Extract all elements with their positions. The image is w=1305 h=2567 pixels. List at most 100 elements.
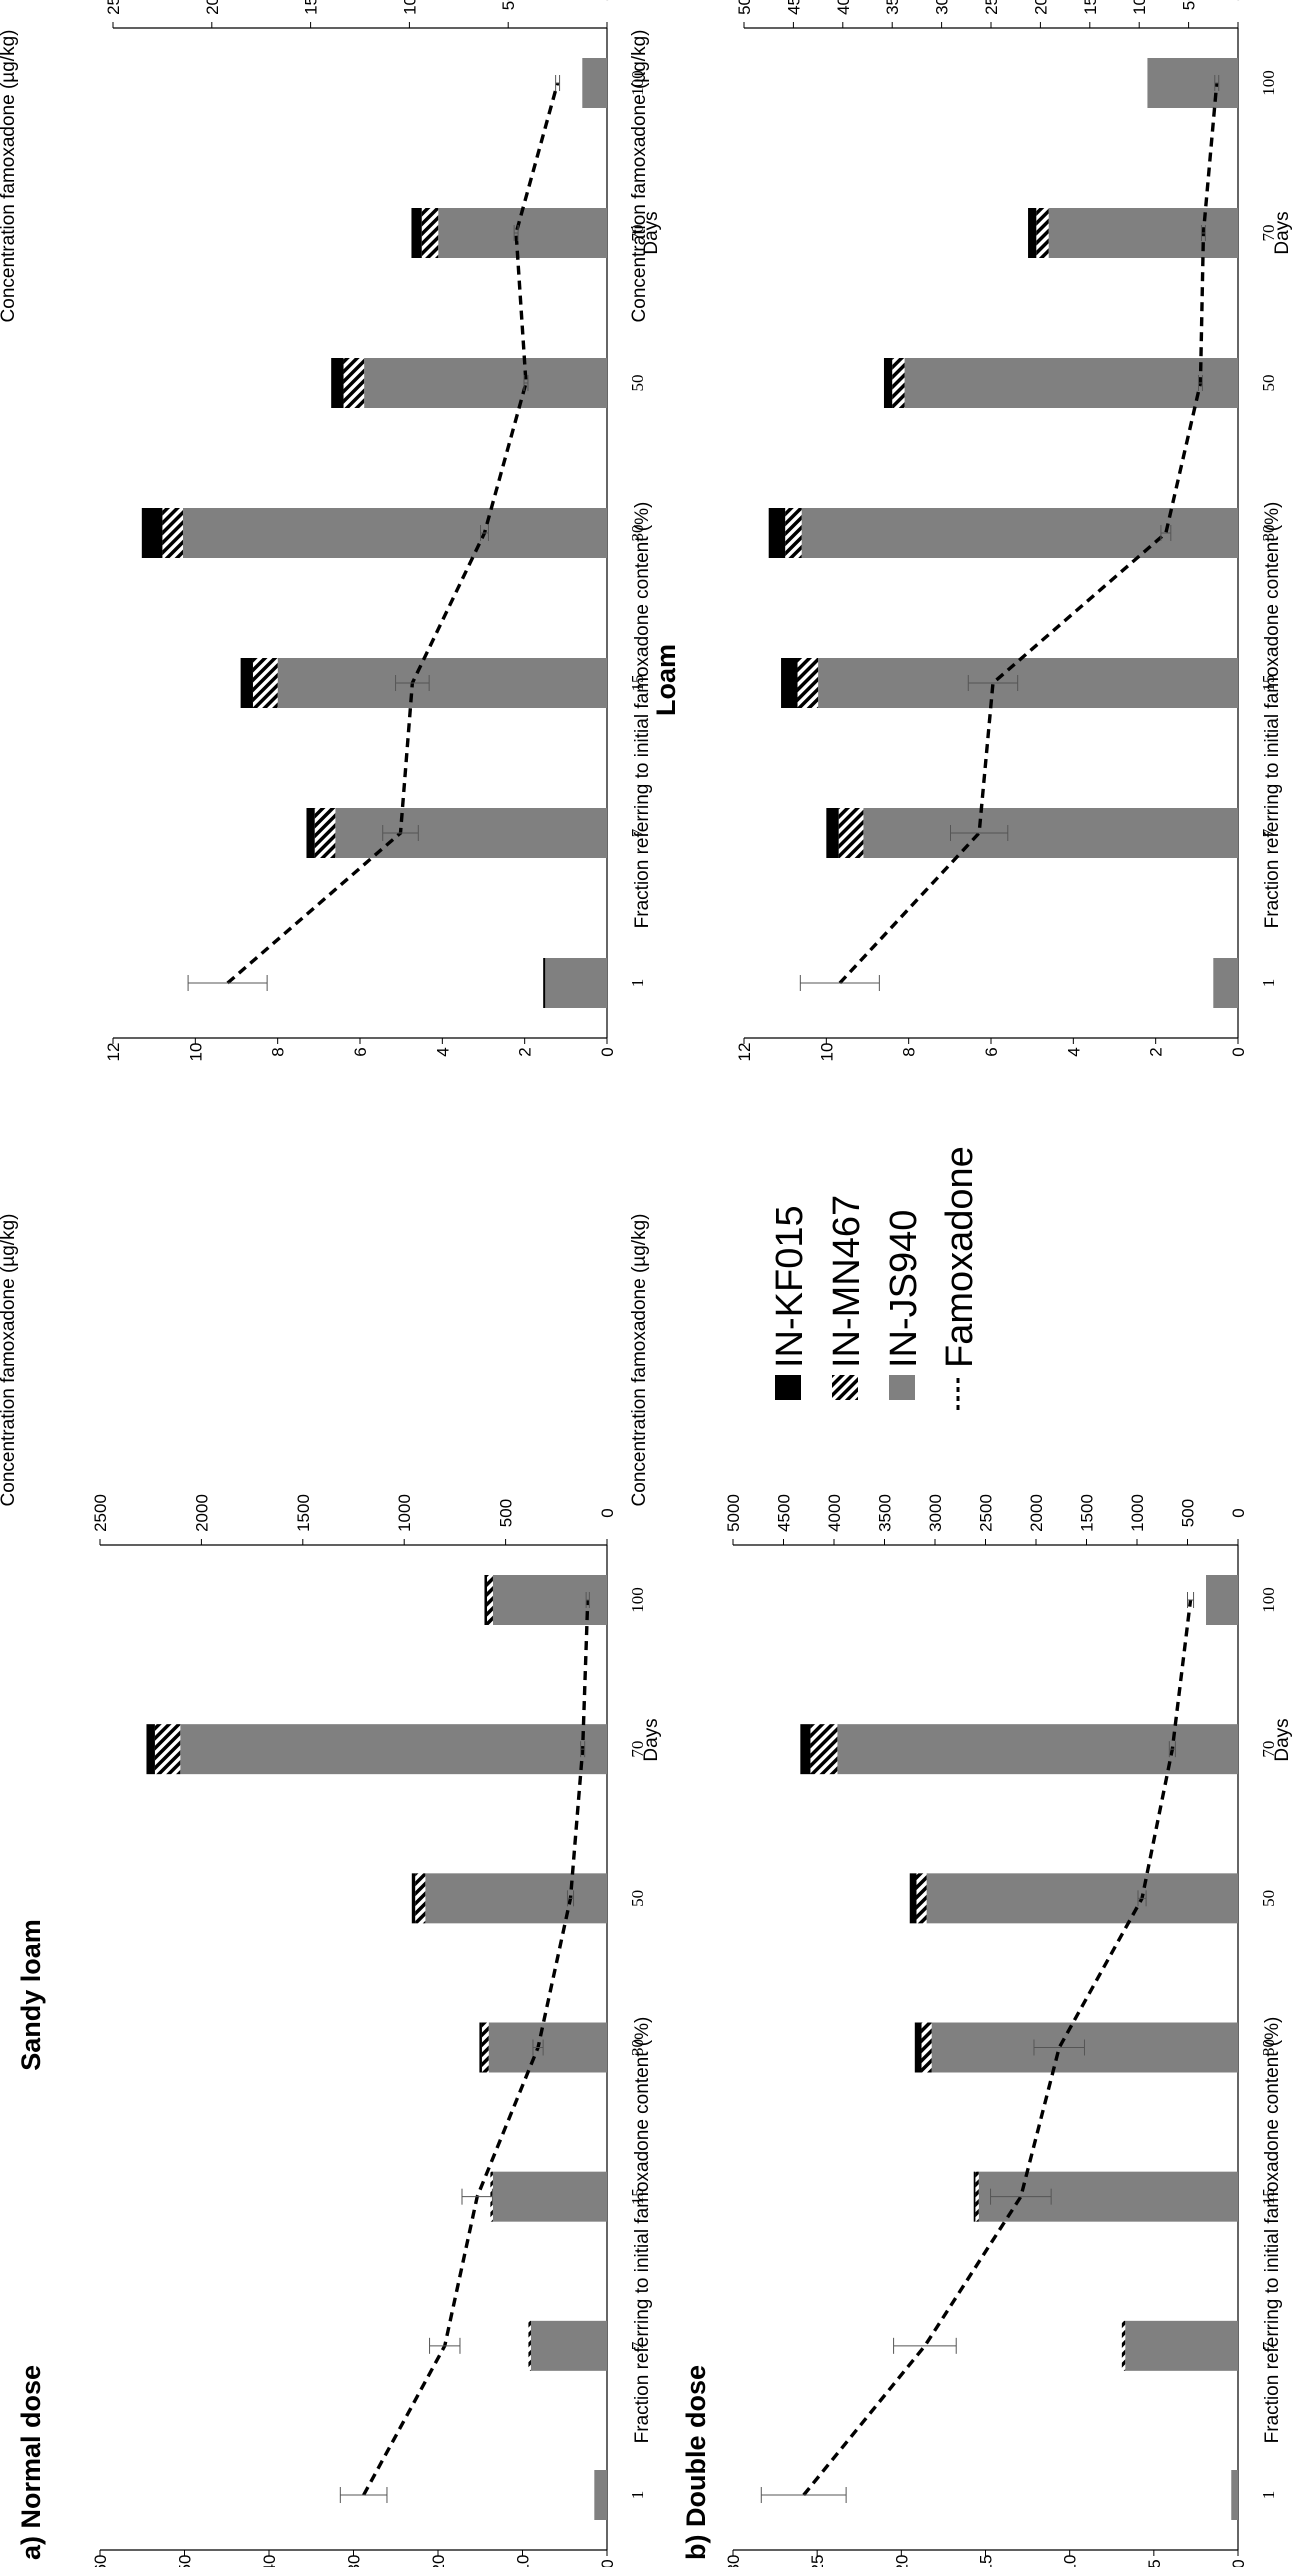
bar-in-js940 [1048, 208, 1238, 258]
left-tick-label: 12 [104, 1043, 123, 1062]
category-label: 70 [628, 225, 647, 242]
category-label: 15 [1259, 675, 1278, 692]
right-tick-label: 4500 [775, 1494, 794, 1532]
bar-in-mn467 [785, 508, 802, 558]
bar-in-js940 [818, 658, 1238, 708]
bar-in-js940 [926, 1873, 1238, 1924]
bar-in-kf015 [141, 508, 163, 558]
bar-in-mn467 [252, 658, 278, 708]
bar-in-mn467 [921, 2022, 932, 2073]
category-label: 70 [628, 1741, 647, 1758]
left-tick-label: 10 [186, 1043, 205, 1062]
left-tick-label: 4 [1064, 1047, 1083, 1056]
legend: IN-KF015 IN-MN467 IN-JS940 Famoxadone [769, 1146, 981, 1410]
category-label: 50 [1259, 1890, 1278, 1907]
left-tick-label: 50 [176, 2555, 195, 2567]
right-tick-label: 0 [1229, 1508, 1248, 1517]
bar-in-mn467 [892, 358, 905, 408]
bar-in-kf015 [781, 658, 798, 708]
bar-in-js940 [904, 358, 1238, 408]
left-tick-label: 0 [1229, 1047, 1248, 1056]
chart-loam-normal: 0 2 4 6 8 10 12 0 500 1000 1500 2000 2500 1 7 15 30 50 70 1… [0, 0, 662, 1061]
chart-sandy-double: 0 5 10 15 20 25 30 0 500 1000 1500 2000 2500 3000 3500… [629, 1214, 1293, 2567]
x-axis-title: Days [641, 211, 662, 254]
right-tick-label: 4000 [834, 0, 853, 15]
left-axis-title: Fraction referring to initial famoxadone… [1262, 502, 1283, 929]
chart-loam-double: 0 2 4 6 8 10 12 0 500 1000 1500 2000 2500 3000 3500 400… [629, 0, 1293, 1061]
category-label: 1 [628, 979, 647, 988]
right-tick-label: 1000 [395, 1494, 414, 1532]
right-tick-label: 2000 [1027, 1494, 1046, 1532]
category-label: 100 [1259, 1587, 1278, 1613]
bar-in-js940 [335, 808, 607, 858]
category-label: 15 [628, 2188, 647, 2205]
bar-in-mn467 [1036, 208, 1049, 258]
bar-in-kf015 [479, 2022, 482, 2073]
right-tick-label: 3000 [933, 0, 952, 15]
bar-in-kf015 [909, 1873, 917, 1924]
left-tick-label: 10 [514, 2555, 533, 2567]
category-label: 30 [1259, 2039, 1278, 2056]
left-tick-label: 4 [433, 1047, 452, 1056]
chart-sandy-normal: 0 10 20 30 40 50 60 0 500 1000 1500 2000 2500 1 7 15 30 5… [0, 1214, 662, 2567]
bar-in-kf015 [543, 958, 546, 1008]
bar-in-js940 [180, 1724, 607, 1775]
bar-in-kf015 [973, 2171, 976, 2222]
legend-label-in-mn467: IN-MN467 [826, 1195, 868, 1368]
right-tick-label: 0 [598, 0, 617, 1]
bar-in-mn467 [162, 508, 183, 558]
category-label: 70 [1259, 1741, 1278, 1758]
bar-in-kf015 [146, 1724, 155, 1775]
category-label: 7 [1259, 2341, 1278, 2350]
right-tick-label: 1000 [1130, 0, 1149, 15]
right-tick-label: 2500 [982, 0, 1001, 15]
legend-swatch-in-js940 [889, 1375, 915, 1400]
right-tick-label: 2000 [1031, 0, 1050, 15]
bar-in-js940 [438, 208, 607, 258]
bar-in-mn467 [810, 1724, 838, 1775]
right-tick-label: 4500 [784, 0, 803, 15]
bar-in-js940 [582, 58, 607, 108]
category-label: 7 [628, 2341, 647, 2350]
left-tick-label: 12 [735, 1043, 754, 1062]
bar-in-js940 [863, 808, 1238, 858]
bar-in-mn467 [975, 2171, 979, 2222]
bar-in-js940 [488, 2022, 607, 2073]
category-label: 7 [628, 828, 647, 837]
left-axis-title: Fraction referring to initial famoxadone… [632, 2017, 653, 2444]
bar-in-js940 [364, 358, 607, 408]
right-tick-label: 2500 [104, 0, 123, 15]
right-tick-label: 1000 [400, 0, 419, 15]
bar-in-mn467 [797, 658, 819, 708]
bar-in-mn467 [314, 808, 336, 858]
right-tick-label: 5000 [724, 1494, 743, 1532]
bar-in-js940 [492, 1575, 607, 1625]
right-tick-label: 3500 [883, 0, 902, 15]
bar-in-mn467 [343, 358, 365, 408]
right-tick-label: 1500 [1078, 1494, 1097, 1532]
bar-in-js940 [425, 1873, 607, 1924]
bar-in-mn467 [421, 208, 439, 258]
right-axis-title: Concentration famoxadone (µg/kg) [0, 30, 19, 323]
left-tick-label: 60 [91, 2555, 110, 2567]
bar-in-mn467 [481, 2022, 489, 2073]
left-tick-label: 15 [977, 2555, 996, 2567]
bar-in-js940 [530, 2320, 607, 2371]
right-tick-label: 500 [1179, 1499, 1198, 1527]
right-tick-label: 1500 [302, 0, 321, 15]
right-tick-label: 2500 [977, 1494, 996, 1532]
x-axis-title: Days [1272, 211, 1293, 254]
bar-in-mn467 [154, 1724, 181, 1775]
legend-label-in-js940: IN-JS940 [883, 1210, 925, 1368]
right-tick-label: 0 [598, 1508, 617, 1517]
right-tick-label: 2500 [91, 1494, 110, 1532]
category-label: 15 [628, 675, 647, 692]
category-label: 1 [628, 2491, 647, 2500]
bar-in-mn467 [487, 1575, 493, 1625]
left-tick-label: 6 [982, 1047, 1001, 1056]
right-tick-label: 500 [497, 1499, 516, 1527]
left-axis-title: Fraction referring to initial famoxadone… [1262, 2017, 1283, 2444]
bar-in-kf015 [800, 1724, 811, 1775]
left-tick-label: 20 [429, 2555, 448, 2567]
